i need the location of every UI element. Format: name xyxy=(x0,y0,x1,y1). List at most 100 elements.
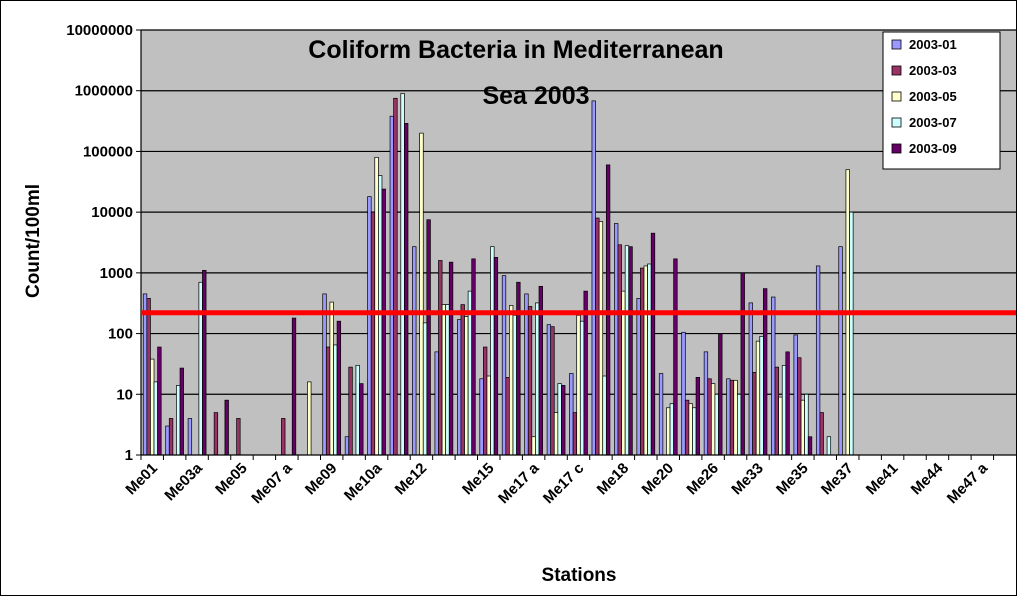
bar xyxy=(501,275,507,456)
bar xyxy=(198,281,203,456)
bar xyxy=(774,366,779,456)
x-tick-label: Me09 xyxy=(302,460,341,499)
bar xyxy=(336,320,342,456)
y-tick-label: 10000000 xyxy=(66,22,133,39)
bar xyxy=(681,331,686,456)
bar xyxy=(370,211,376,456)
bar xyxy=(621,290,626,456)
bar xyxy=(202,269,207,456)
legend-swatch xyxy=(891,65,902,76)
legend-box xyxy=(882,31,1001,170)
legend-swatch xyxy=(891,143,902,154)
y-tick-label: 1000 xyxy=(100,265,133,282)
bar xyxy=(157,346,162,456)
bar xyxy=(605,164,611,456)
x-tick-label: Me18 xyxy=(594,460,633,499)
x-tick-label: Me20 xyxy=(639,460,678,499)
bar xyxy=(643,265,648,456)
bar xyxy=(471,258,476,456)
bar xyxy=(617,244,622,456)
bar xyxy=(714,393,719,456)
x-axis-title: Stations xyxy=(542,565,617,586)
legend-label: 2003-01 xyxy=(909,37,957,52)
legend: 2003-01 2003-03 2003-05 2003-07 2003-09 xyxy=(882,31,1001,170)
y-tick-label: 10 xyxy=(116,386,133,403)
bar xyxy=(281,418,286,456)
x-tick-label: Me07 a xyxy=(248,459,296,507)
bar xyxy=(771,296,776,456)
x-tick-label: Me26 xyxy=(683,460,722,499)
bar xyxy=(374,156,379,456)
bar xyxy=(344,436,350,456)
bar xyxy=(583,290,588,456)
bar xyxy=(703,351,709,456)
bar xyxy=(849,211,854,456)
x-tick-label: Me47 a xyxy=(944,459,992,507)
bar xyxy=(493,257,499,456)
bar xyxy=(804,393,809,456)
bar xyxy=(325,346,331,456)
bar xyxy=(355,364,360,456)
x-tick-label: Me03a xyxy=(161,459,206,504)
bar xyxy=(550,326,555,456)
bar xyxy=(389,115,394,456)
bar xyxy=(748,302,753,456)
x-tick-label: Me33 xyxy=(728,460,767,499)
y-tick-label: 100000 xyxy=(83,143,133,160)
chart-title-line2: Sea 2003 xyxy=(482,82,589,110)
bar xyxy=(224,399,229,456)
bar xyxy=(307,381,312,456)
bar xyxy=(546,324,552,456)
bar xyxy=(797,357,802,456)
bar xyxy=(636,298,641,456)
bar xyxy=(179,367,184,456)
bar xyxy=(647,263,652,456)
bar xyxy=(146,298,151,456)
bar xyxy=(516,281,521,456)
x-tick-label: Me05 xyxy=(212,460,251,499)
bar xyxy=(718,333,723,456)
bar xyxy=(692,407,697,456)
bar xyxy=(561,385,566,456)
y-tick-label: 1 xyxy=(125,447,133,464)
x-tick-label: Me44 xyxy=(908,459,947,498)
bar xyxy=(579,320,585,456)
axes xyxy=(140,30,1016,456)
y-axis-title: Count/100ml xyxy=(23,184,44,298)
x-tick-label: Me17 c xyxy=(540,460,587,507)
bar xyxy=(441,304,447,456)
bar xyxy=(531,436,536,456)
bar xyxy=(464,316,469,456)
legend-label: 2003-03 xyxy=(909,63,957,78)
y-tick-labels: 1 10 100 1000 10000 100000 1000000 10000000 xyxy=(66,22,133,464)
bar xyxy=(740,272,745,456)
bar xyxy=(781,364,787,456)
bar xyxy=(479,378,484,456)
bar xyxy=(800,399,806,456)
bar xyxy=(187,418,193,456)
bar xyxy=(509,305,514,456)
bar xyxy=(729,379,735,456)
bar xyxy=(602,375,607,456)
bar xyxy=(598,221,604,456)
bar xyxy=(666,407,671,456)
bar xyxy=(165,425,170,456)
bar xyxy=(695,377,701,456)
bar xyxy=(422,322,428,456)
x-tick-label: Me17 a xyxy=(495,459,543,507)
legend-label: 2003-09 xyxy=(909,141,957,156)
bar xyxy=(553,412,559,456)
bar xyxy=(576,314,581,456)
bar xyxy=(176,385,181,456)
bar xyxy=(557,383,562,456)
x-tick-label: Me35 xyxy=(773,460,812,499)
bar xyxy=(650,232,656,456)
bar xyxy=(448,261,454,456)
bar xyxy=(569,373,574,456)
bar xyxy=(595,217,600,456)
bar xyxy=(367,196,372,456)
bar xyxy=(348,366,353,456)
